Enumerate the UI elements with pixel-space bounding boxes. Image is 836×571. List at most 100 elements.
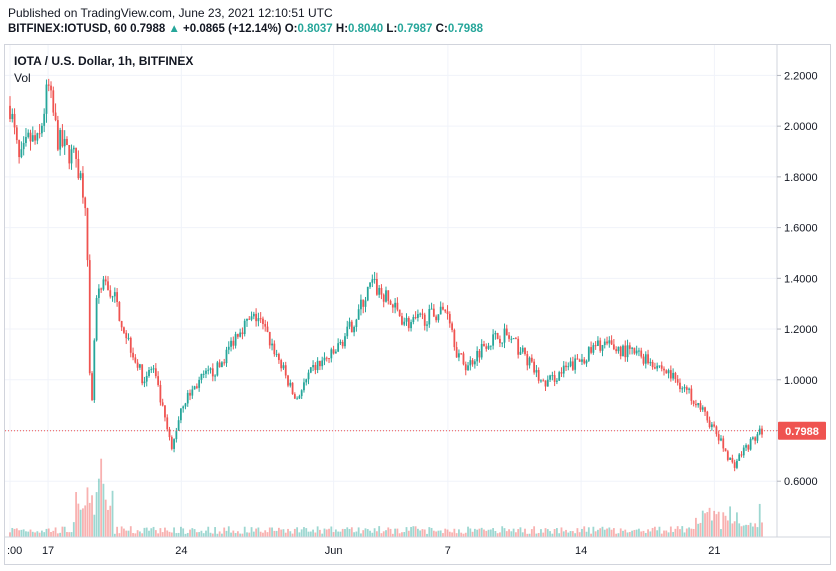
candle-body: [435, 316, 438, 321]
candle-body: [619, 346, 622, 357]
candle-body: [107, 281, 109, 291]
volume-bar: [387, 527, 390, 537]
candle-body: [319, 360, 321, 367]
volume-bar: [264, 530, 267, 537]
candle-body: [631, 347, 634, 349]
high-value: 0.8040: [348, 23, 384, 35]
volume-bar: [375, 531, 378, 537]
volume-bar: [291, 533, 294, 537]
candle-body: [328, 358, 330, 360]
volume-bar: [410, 526, 412, 537]
y-tick-label: 1.4000: [784, 273, 818, 285]
volume-bar: [227, 526, 230, 537]
candle-body: [695, 403, 697, 406]
candle-body: [378, 287, 381, 295]
candle-body: [248, 318, 251, 320]
candle-body: [159, 384, 162, 403]
candle-body: [75, 147, 77, 159]
candle-body: [560, 372, 563, 374]
candle-body: [480, 343, 483, 358]
volume-bar: [378, 526, 381, 537]
volume-bar: [638, 528, 640, 537]
volume-bar: [439, 530, 442, 537]
candle-body: [230, 340, 232, 347]
candle-body: [391, 304, 394, 308]
volume-bar: [419, 530, 422, 537]
volume-bar: [578, 532, 581, 537]
candle-body: [396, 302, 399, 310]
candle-body: [175, 430, 178, 440]
volume-bar: [61, 526, 64, 537]
volume-bar: [305, 528, 308, 537]
volume-bar: [576, 528, 579, 537]
x-tick-label: 17: [42, 545, 54, 557]
volume-bar: [369, 530, 371, 537]
candle-body: [84, 197, 87, 209]
candle-body: [52, 90, 55, 113]
volume-bar: [615, 533, 618, 537]
y-tick-label: 1.8000: [784, 172, 818, 184]
volume-bar: [635, 529, 638, 537]
volume-bar: [562, 531, 565, 537]
volume-bar: [594, 531, 597, 537]
candle-body: [72, 147, 75, 150]
x-tick-label: Jun: [325, 545, 343, 557]
candle-body: [483, 343, 485, 347]
volume-bar: [747, 525, 750, 537]
volume-bar: [435, 531, 438, 537]
candle-body: [166, 417, 169, 430]
volume-bar: [492, 528, 495, 537]
candle-body: [243, 320, 246, 335]
candle-body: [120, 320, 123, 328]
candle-body: [736, 460, 738, 468]
volume-bar: [300, 529, 303, 537]
volume-bar: [697, 523, 700, 537]
candle-body: [143, 381, 146, 384]
candle-body: [100, 288, 103, 290]
volume-bar: [25, 531, 27, 537]
candle-body: [277, 354, 280, 361]
candle-body: [608, 340, 611, 344]
candle-body: [360, 299, 362, 310]
candle-body: [287, 375, 289, 386]
candle-body: [592, 345, 595, 353]
candle-body: [439, 306, 442, 315]
volume-bar: [549, 531, 551, 537]
last-price-label: 0.7988: [785, 426, 819, 438]
candle-body: [612, 344, 615, 350]
candle-body: [211, 368, 214, 377]
y-tick-label: 1.0000: [784, 375, 818, 387]
candle-body: [647, 354, 649, 364]
volume-bar: [348, 528, 351, 537]
candle-body: [751, 437, 754, 439]
candle-body: [510, 338, 513, 340]
candle-body: [485, 346, 488, 349]
volume-bar: [334, 529, 337, 537]
candle-body: [387, 290, 390, 301]
candle-body: [574, 358, 577, 370]
candle-body: [697, 403, 700, 406]
volume-bar: [47, 528, 50, 537]
candle-body: [749, 438, 752, 450]
candle-body: [239, 332, 242, 337]
candle-body: [191, 389, 194, 396]
volume-bar: [644, 532, 647, 537]
chart-frame[interactable]: [4, 44, 831, 565]
candle-body: [524, 347, 526, 355]
candle-body: [296, 398, 299, 400]
volume-bar: [553, 529, 556, 537]
grid: [5, 45, 777, 537]
volume-bar: [758, 503, 761, 537]
volume-bar: [97, 478, 100, 537]
candle-body: [398, 309, 401, 317]
candle-body: [546, 379, 549, 387]
volume-bar: [519, 527, 522, 537]
volume-bar: [503, 528, 506, 537]
volume-bar: [720, 529, 722, 537]
volume-bar: [309, 531, 312, 537]
volume-bar: [540, 529, 542, 537]
volume-bar: [123, 528, 125, 537]
candle-body: [478, 350, 481, 358]
volume-bar: [339, 531, 342, 537]
